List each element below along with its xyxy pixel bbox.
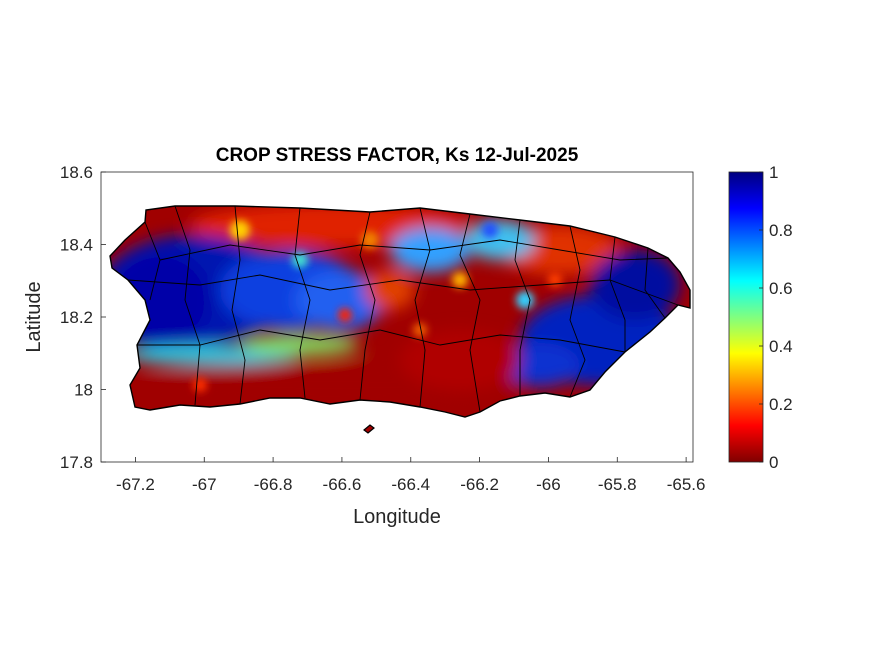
y-axis: 17.8 18 18.2 18.4 18.6: [60, 163, 106, 472]
x-tick-label: -66: [536, 475, 561, 494]
colorbar-gradient: [728, 171, 764, 463]
colorbar-ticks: 0 0.2 0.4 0.6 0.8 1: [759, 163, 793, 472]
colorbar-tick-label: 0.8: [769, 221, 793, 240]
x-tick-label: -65.6: [667, 475, 706, 494]
y-tick-label: 18: [74, 381, 93, 400]
x-axis: -67.2 -67 -66.8 -66.6 -66.4 -66.2 -66 -65.8 -65.…: [116, 457, 705, 494]
x-axis-label: Longitude: [353, 506, 441, 528]
coastline: [109, 205, 691, 418]
x-tick-label: -67.2: [116, 475, 155, 494]
y-tick-label: 18.6: [60, 163, 93, 182]
colorbar-tick-label: 0.2: [769, 395, 793, 414]
colorbar-tick-label: 0: [769, 453, 778, 472]
colorbar: 0 0.2 0.4 0.6 0.8 1: [728, 163, 793, 472]
y-axis-label: Latitude: [23, 281, 45, 352]
x-tick-label: -66.8: [254, 475, 293, 494]
x-tick-label: -66.6: [323, 475, 362, 494]
colorbar-tick-label: 0.4: [769, 337, 793, 356]
y-tick-label: 18.2: [60, 308, 93, 327]
x-tick-label: -66.4: [391, 475, 430, 494]
colorbar-tick-label: 0.6: [769, 279, 793, 298]
municipality-lines: [127, 205, 679, 413]
chart-title: CROP STRESS FACTOR, Ks 12-Jul-2025: [216, 145, 579, 166]
x-tick-label: -67: [192, 475, 217, 494]
y-tick-label: 18.4: [60, 236, 93, 255]
x-tick-label: -66.2: [460, 475, 499, 494]
y-tick-label: 17.8: [60, 453, 93, 472]
offshore-island: [363, 424, 375, 434]
colorbar-tick-label: 1: [769, 163, 778, 182]
map-boundaries: [109, 205, 691, 434]
x-tick-label: -65.8: [598, 475, 637, 494]
